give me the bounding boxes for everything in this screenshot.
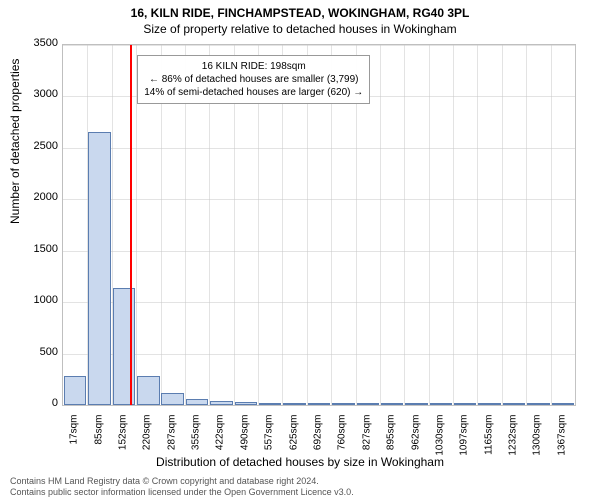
reference-line xyxy=(130,45,132,405)
chart-title-sub: Size of property relative to detached ho… xyxy=(0,22,600,36)
y-tick-label: 500 xyxy=(8,346,58,358)
histogram-bar xyxy=(527,403,549,405)
x-tick-label: 1232sqm xyxy=(508,415,519,475)
x-tick-label: 1097sqm xyxy=(459,415,470,475)
x-tick-label: 1030sqm xyxy=(434,415,445,475)
x-tick-label: 827sqm xyxy=(361,415,372,475)
x-tick-label: 692sqm xyxy=(313,415,324,475)
histogram-bar xyxy=(357,403,379,405)
x-tick-label: 760sqm xyxy=(337,415,348,475)
info-box: 16 KILN RIDE: 198sqm ← 86% of detached h… xyxy=(137,55,370,104)
gridline-v xyxy=(429,45,430,405)
histogram-bar xyxy=(161,393,183,405)
gridline-v xyxy=(551,45,552,405)
y-tick-label: 2500 xyxy=(8,140,58,152)
histogram-bar xyxy=(405,403,427,405)
gridline-v xyxy=(404,45,405,405)
x-tick-label: 557sqm xyxy=(264,415,275,475)
histogram-bar xyxy=(503,403,525,405)
gridline-v xyxy=(575,45,576,405)
gridline-h xyxy=(63,251,575,252)
footer-line-2: Contains public sector information licen… xyxy=(10,487,354,498)
x-tick-label: 355sqm xyxy=(191,415,202,475)
histogram-bar xyxy=(137,376,159,405)
info-line-3: 14% of semi-detached houses are larger (… xyxy=(144,86,363,99)
chart-container: { "titles": { "main": "16, KILN RIDE, FI… xyxy=(0,0,600,500)
x-tick-label: 490sqm xyxy=(239,415,250,475)
info-line-2: ← 86% of detached houses are smaller (3,… xyxy=(144,73,363,86)
y-tick-label: 3500 xyxy=(8,37,58,49)
x-tick-label: 1165sqm xyxy=(483,415,494,475)
x-tick-label: 625sqm xyxy=(288,415,299,475)
histogram-bar xyxy=(478,403,500,405)
histogram-bar xyxy=(64,376,86,405)
x-tick-label: 85sqm xyxy=(93,415,104,475)
histogram-bar xyxy=(235,402,257,405)
gridline-h xyxy=(63,302,575,303)
histogram-bar xyxy=(259,403,281,405)
histogram-bar xyxy=(381,403,403,405)
footer-line-1: Contains HM Land Registry data © Crown c… xyxy=(10,476,354,487)
x-tick-label: 962sqm xyxy=(410,415,421,475)
histogram-bar xyxy=(88,132,110,405)
histogram-bar xyxy=(283,403,305,405)
gridline-h xyxy=(63,354,575,355)
gridline-v xyxy=(502,45,503,405)
histogram-bar xyxy=(308,403,330,405)
y-tick-label: 0 xyxy=(8,397,58,409)
gridline-v xyxy=(526,45,527,405)
gridline-v xyxy=(453,45,454,405)
gridline-h xyxy=(63,148,575,149)
gridline-h xyxy=(63,405,575,406)
y-tick-label: 2000 xyxy=(8,191,58,203)
histogram-bar xyxy=(552,403,574,405)
y-tick-label: 3000 xyxy=(8,88,58,100)
x-tick-label: 1367sqm xyxy=(556,415,567,475)
gridline-v xyxy=(380,45,381,405)
x-tick-label: 422sqm xyxy=(215,415,226,475)
gridline-h xyxy=(63,45,575,46)
x-tick-label: 152sqm xyxy=(117,415,128,475)
histogram-bar xyxy=(454,403,476,405)
histogram-bar xyxy=(430,403,452,405)
info-line-1: 16 KILN RIDE: 198sqm xyxy=(144,60,363,73)
y-tick-label: 1000 xyxy=(8,294,58,306)
gridline-h xyxy=(63,199,575,200)
histogram-bar xyxy=(332,403,354,405)
footer-attribution: Contains HM Land Registry data © Crown c… xyxy=(10,476,354,498)
x-tick-label: 220sqm xyxy=(142,415,153,475)
x-tick-label: 1300sqm xyxy=(532,415,543,475)
x-tick-label: 287sqm xyxy=(166,415,177,475)
y-tick-label: 1500 xyxy=(8,243,58,255)
chart-title-main: 16, KILN RIDE, FINCHAMPSTEAD, WOKINGHAM,… xyxy=(0,6,600,20)
histogram-bar xyxy=(186,399,208,405)
histogram-bar xyxy=(210,401,232,405)
x-tick-label: 17sqm xyxy=(69,415,80,475)
gridline-v xyxy=(477,45,478,405)
plot-area: 16 KILN RIDE: 198sqm ← 86% of detached h… xyxy=(62,44,576,406)
x-tick-label: 895sqm xyxy=(386,415,397,475)
